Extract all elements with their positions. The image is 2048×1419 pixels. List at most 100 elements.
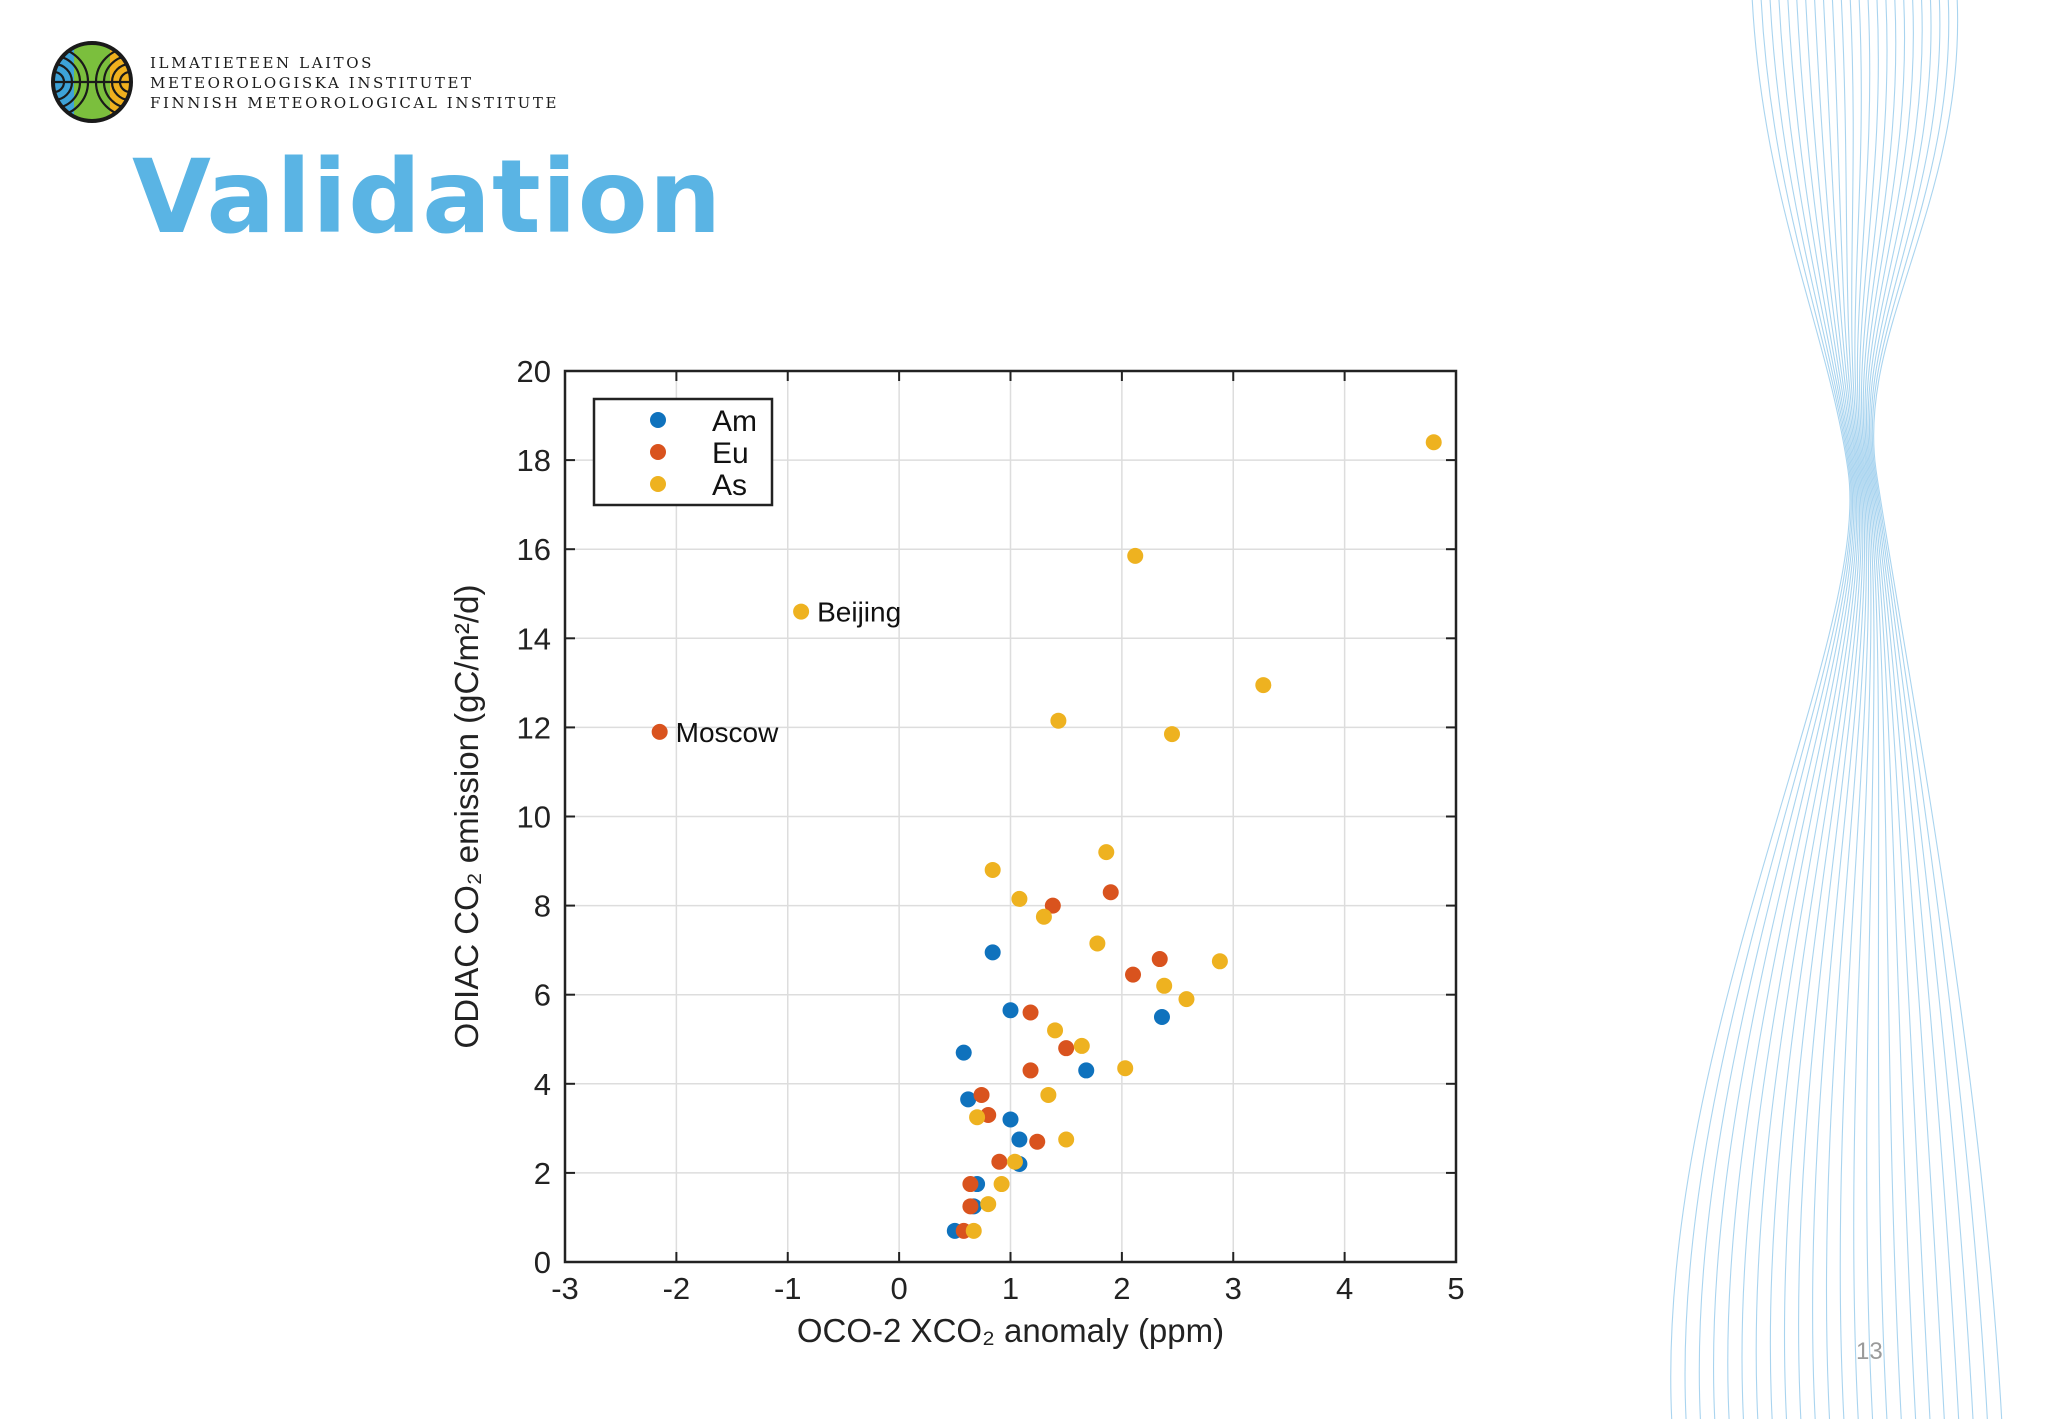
- y-axis-label: ODIAC CO₂ emission (gC/m²/d): [448, 585, 485, 1049]
- fmi-logo-icon: [51, 41, 133, 123]
- point-as: [1073, 1037, 1090, 1054]
- legend-marker-as: [650, 476, 666, 492]
- slide-title: Validation: [132, 138, 723, 257]
- point-am: [1002, 1002, 1019, 1019]
- x-tick-label: 4: [1336, 1271, 1353, 1306]
- decor-line: [1727, 0, 1856, 1419]
- point-eu: [1102, 884, 1119, 901]
- point-eu: [962, 1176, 979, 1193]
- x-tick-label: 3: [1225, 1271, 1242, 1306]
- y-tick-label: 14: [517, 621, 551, 656]
- decor-line: [1825, 0, 1867, 1419]
- y-tick-label: 16: [517, 532, 551, 567]
- point-eu: [1022, 1062, 1039, 1079]
- decor-line: [1783, 0, 1862, 1419]
- point-as: [1035, 908, 1052, 925]
- org-line-2: METEOROLOGISKA INSTITUTET: [150, 74, 474, 92]
- decor-line: [1868, 0, 1960, 1419]
- legend-box: [592, 397, 774, 507]
- annotation-moscow: Moscow: [676, 717, 779, 748]
- decor-line: [1867, 0, 1945, 1419]
- y-tick-label: 18: [517, 443, 551, 478]
- point-as: [1050, 712, 1067, 729]
- x-tick-label: -1: [774, 1271, 802, 1306]
- legend-label-as: As: [712, 469, 747, 502]
- point-as: [793, 603, 810, 620]
- decor-line: [1698, 0, 1854, 1419]
- y-tick-label: 10: [517, 800, 551, 835]
- point-eu: [1125, 966, 1142, 983]
- point-am: [1011, 1131, 1028, 1148]
- point-as: [1047, 1022, 1064, 1039]
- point-as: [1098, 844, 1115, 861]
- point-am: [1078, 1062, 1095, 1079]
- point-eu: [1151, 951, 1168, 968]
- x-tick-label: -2: [663, 1271, 691, 1306]
- decor-line: [1684, 0, 1852, 1419]
- x-tick-label: 5: [1447, 1271, 1464, 1306]
- point-as: [1040, 1086, 1057, 1103]
- org-line-3: FINNISH METEOROLOGICAL INSTITUTE: [150, 94, 560, 112]
- decor-line: [1741, 0, 1858, 1419]
- point-as: [984, 861, 1001, 878]
- y-tick-label: 6: [534, 978, 551, 1013]
- decor-line: [1853, 0, 1872, 1419]
- point-eu: [1044, 897, 1061, 914]
- point-as: [1211, 953, 1228, 970]
- decor-line: [1871, 0, 1988, 1419]
- point-as: [965, 1222, 982, 1239]
- decor-line: [1839, 0, 1870, 1419]
- point-as: [1156, 977, 1173, 994]
- point-as: [1011, 890, 1028, 907]
- plot-frame: [563, 369, 1458, 1264]
- y-tick-label: 4: [534, 1067, 551, 1102]
- point-as: [1089, 935, 1106, 952]
- annotation-beijing: Beijing: [817, 597, 901, 628]
- decor-line: [1859, 0, 1879, 1419]
- point-as: [969, 1109, 986, 1126]
- y-tick-label: 2: [534, 1156, 551, 1191]
- decor-line: [1860, 0, 1888, 1419]
- point-as: [1178, 991, 1195, 1008]
- point-am: [955, 1044, 972, 1061]
- decor-line: [1670, 0, 1851, 1419]
- x-tick-label: 1: [1002, 1271, 1019, 1306]
- point-eu: [1029, 1133, 1046, 1150]
- point-as: [1127, 547, 1144, 564]
- x-tick-label: 0: [891, 1271, 908, 1306]
- y-tick-label: 8: [534, 889, 551, 924]
- point-am: [1002, 1111, 1019, 1128]
- decor-line: [1865, 0, 1931, 1419]
- point-am: [984, 944, 1001, 961]
- y-tick-label: 0: [534, 1245, 551, 1280]
- point-as: [1425, 434, 1442, 451]
- legend-marker-am: [650, 412, 666, 428]
- point-as: [1163, 726, 1180, 743]
- y-tick-label: 20: [517, 354, 551, 389]
- point-am: [960, 1091, 977, 1108]
- legend-marker-eu: [650, 444, 666, 460]
- point-eu: [973, 1086, 990, 1103]
- x-axis-label: OCO-2 XCO₂ anomaly (ppm): [797, 1312, 1224, 1349]
- decor-line: [1873, 0, 2003, 1419]
- point-as: [1255, 677, 1272, 694]
- point-as: [1006, 1153, 1023, 1170]
- point-as: [993, 1176, 1010, 1193]
- org-line-1: ILMATIETEEN LAITOS: [150, 54, 375, 72]
- point-eu: [1022, 1004, 1039, 1021]
- page-number: 13: [1856, 1338, 1883, 1365]
- decor-line: [1797, 0, 1864, 1419]
- decor-line: [1862, 0, 1902, 1419]
- x-tick-label: -3: [551, 1271, 579, 1306]
- decor-line: [1755, 0, 1859, 1419]
- decor-line: [1864, 0, 1917, 1419]
- point-eu: [991, 1153, 1008, 1170]
- decor-line: [1713, 0, 1855, 1419]
- decor-line: [1870, 0, 1974, 1419]
- point-am: [1153, 1008, 1170, 1025]
- legend-label-eu: Eu: [712, 437, 749, 470]
- point-as: [980, 1196, 997, 1213]
- decor-line: [1812, 0, 1866, 1419]
